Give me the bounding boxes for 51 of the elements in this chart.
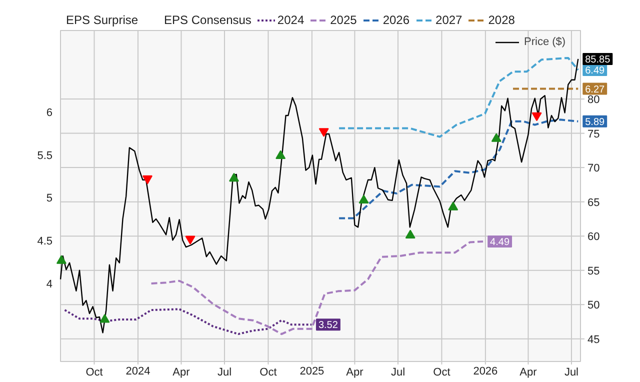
legend-label: 2028 <box>488 13 515 27</box>
data-label: 5.89 <box>585 116 606 128</box>
legend-label: 2025 <box>330 13 357 27</box>
point <box>491 133 502 142</box>
point <box>405 230 416 239</box>
y-tick-label: 6 <box>46 106 53 119</box>
x-tick-label: Apr <box>346 366 364 378</box>
data-label: 6.27 <box>585 84 606 96</box>
x-tick-label: Apr <box>172 366 190 378</box>
point <box>56 255 66 264</box>
x-tick-label: Jul <box>217 366 232 378</box>
y2-tick-label: 80 <box>588 94 600 106</box>
y2-tick-label: 75 <box>588 128 600 140</box>
y-tick-label: 4 <box>46 278 53 290</box>
data-label: 85.85 <box>585 54 611 66</box>
x-tick-label: Jul <box>564 366 578 378</box>
y2-tick-label: 70 <box>588 162 600 175</box>
line-series <box>338 118 580 220</box>
data-label: 4.49 <box>490 236 510 248</box>
x-tick-label: Jul <box>390 366 406 378</box>
x-tick-label: Apr <box>520 366 538 378</box>
legend-title: EPS Consensus <box>164 13 252 27</box>
point <box>276 150 286 160</box>
legend-label: 2024 <box>277 13 304 27</box>
x-tick-label: 2025 <box>300 366 324 378</box>
y-tick-label: 4.5 <box>37 236 53 248</box>
text: EPS Surprise <box>66 13 138 27</box>
y2-tick-label: 45 <box>588 334 600 346</box>
point <box>100 314 110 323</box>
point <box>448 202 458 210</box>
line-series <box>64 308 312 336</box>
y2-tick-label: 60 <box>588 231 600 244</box>
line-series <box>338 56 580 138</box>
point <box>358 194 369 204</box>
x-tick-label: Oct <box>260 366 277 378</box>
legend-label: Price ($) <box>524 36 566 48</box>
x-tick-label: Oct <box>433 366 450 378</box>
y2-tick-label: 50 <box>588 300 600 312</box>
legend-label: 2027 <box>436 13 462 27</box>
point <box>228 172 239 182</box>
x-tick-label: Oct <box>86 366 103 378</box>
y2-tick-label: 55 <box>588 265 600 278</box>
x-tick-label: 2026 <box>473 366 498 378</box>
legend-label: 2026 <box>382 13 410 27</box>
y-tick-label: 5.5 <box>37 150 53 162</box>
data-label: 3.52 <box>318 320 338 332</box>
y2-tick-label: 65 <box>588 196 600 209</box>
line-series <box>150 240 484 336</box>
data-label: 6.49 <box>585 65 606 76</box>
x-tick-label: 2024 <box>126 366 150 378</box>
y-tick-label: 5 <box>46 192 53 205</box>
